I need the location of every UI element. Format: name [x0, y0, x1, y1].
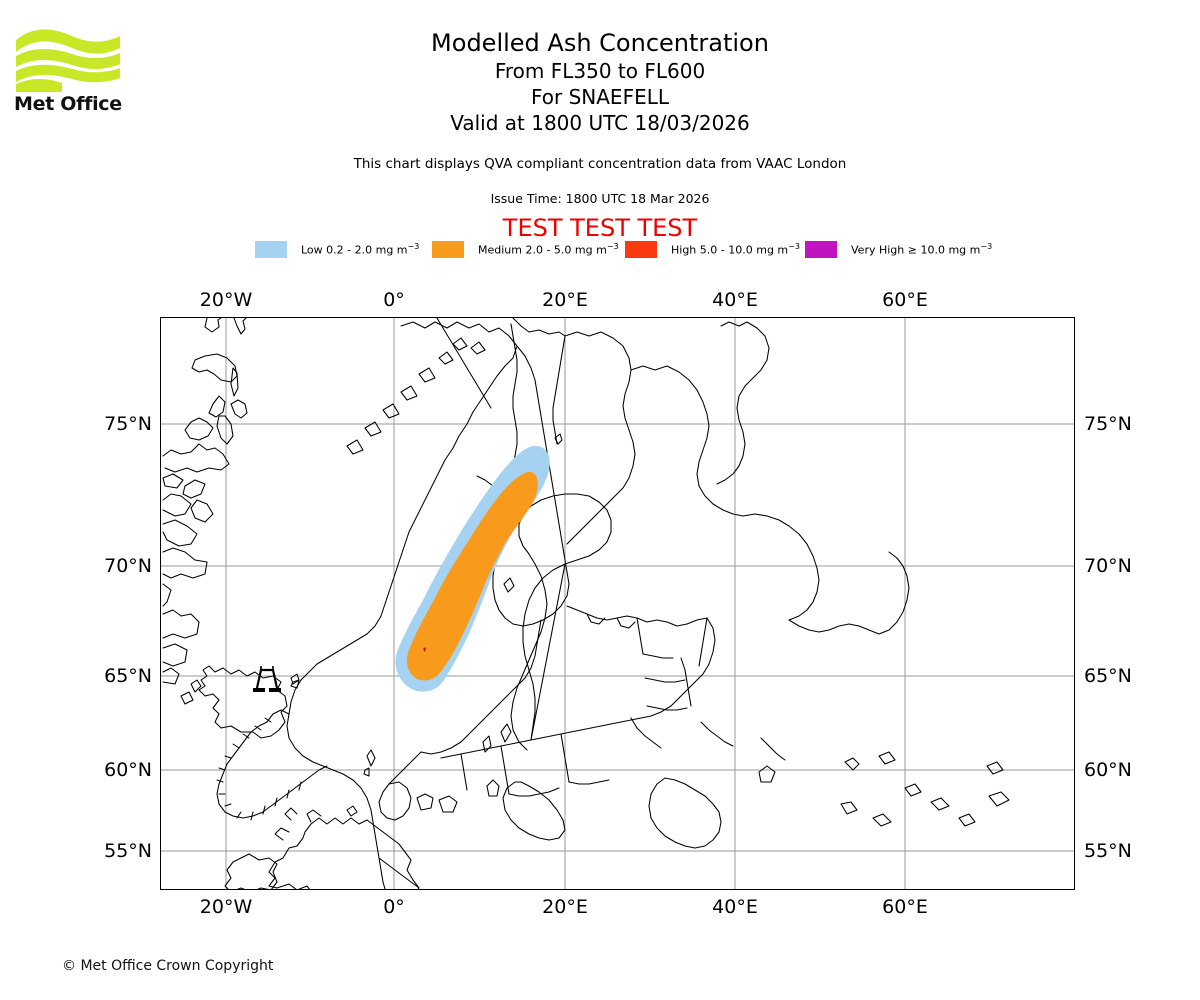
map-canvas: [161, 318, 1074, 889]
met-office-wave-mark: [16, 29, 120, 92]
volcano-source-marker: [423, 647, 426, 652]
volcano-symbol-icon: [253, 666, 281, 692]
met-office-logo: Met Office: [14, 26, 124, 115]
test-banner: TEST TEST TEST: [502, 214, 698, 242]
valid-time-line: Valid at 1800 UTC 18/03/2026: [450, 111, 750, 135]
chart-title-block: Modelled Ash Concentration From FL350 to…: [140, 28, 1060, 136]
lat-tick-left-2: 65°N: [104, 665, 152, 687]
legend-swatch-2: [625, 240, 657, 258]
legend-label-0: Low 0.2 - 2.0 mg m−3: [301, 241, 420, 257]
legend-label-1: Medium 2.0 - 5.0 mg m−3: [478, 241, 619, 257]
met-office-logo-text: Met Office: [14, 93, 122, 115]
lat-tick-left-1: 70°N: [104, 555, 152, 577]
lon-tick-top-3: 40°E: [712, 289, 758, 311]
legend-item-1: Medium 2.0 - 5.0 mg m−3: [432, 238, 619, 260]
legend-label-2: High 5.0 - 10.0 mg m−3: [671, 241, 800, 257]
lon-tick-top-1: 0°: [383, 289, 405, 311]
lat-tick-right-1: 70°N: [1084, 555, 1132, 577]
ash-area-medium: [406, 471, 538, 681]
lon-tick-bot-2: 20°E: [542, 896, 588, 918]
legend-swatch-3: [805, 240, 837, 258]
lat-tick-right-0: 75°N: [1084, 413, 1132, 435]
issue-time: Issue Time: 1800 UTC 18 Mar 2026: [490, 191, 710, 206]
lat-tick-left-4: 55°N: [104, 840, 152, 862]
legend-item-3: Very High ≥ 10.0 mg m−3: [805, 238, 992, 260]
lon-tick-bot-4: 60°E: [882, 896, 928, 918]
page-title: Modelled Ash Concentration: [431, 29, 769, 57]
lon-tick-bot-3: 40°E: [712, 896, 758, 918]
lon-tick-top-0: 20°W: [199, 289, 253, 311]
lat-tick-right-4: 55°N: [1084, 840, 1132, 862]
volcano-name-line: For SNAEFELL: [530, 85, 669, 109]
copyright-notice: © Met Office Crown Copyright: [62, 958, 274, 974]
lat-tick-left-3: 60°N: [104, 759, 152, 781]
legend-swatch-1: [432, 240, 464, 258]
legend-swatch-0: [255, 240, 287, 258]
qva-disclaimer: This chart displays QVA compliant concen…: [353, 156, 847, 172]
lon-tick-top-2: 20°E: [542, 289, 588, 311]
lat-tick-right-3: 60°N: [1084, 759, 1132, 781]
concentration-legend: Low 0.2 - 2.0 mg m−3 Medium 2.0 - 5.0 mg …: [160, 238, 1075, 260]
lat-tick-left-0: 75°N: [104, 413, 152, 435]
graticule: [161, 318, 1074, 889]
lat-tick-right-2: 65°N: [1084, 665, 1132, 687]
flight-level-range: From FL350 to FL600: [494, 59, 706, 83]
ash-concentration-map[interactable]: [160, 317, 1075, 890]
lon-tick-top-4: 60°E: [882, 289, 928, 311]
coastlines: [162, 318, 1010, 889]
lon-tick-bot-0: 20°W: [199, 896, 253, 918]
legend-item-0: Low 0.2 - 2.0 mg m−3: [255, 238, 419, 260]
legend-label-3: Very High ≥ 10.0 mg m−3: [851, 241, 993, 257]
legend-item-2: High 5.0 - 10.0 mg m−3: [625, 238, 800, 260]
lon-tick-bot-1: 0°: [383, 896, 405, 918]
